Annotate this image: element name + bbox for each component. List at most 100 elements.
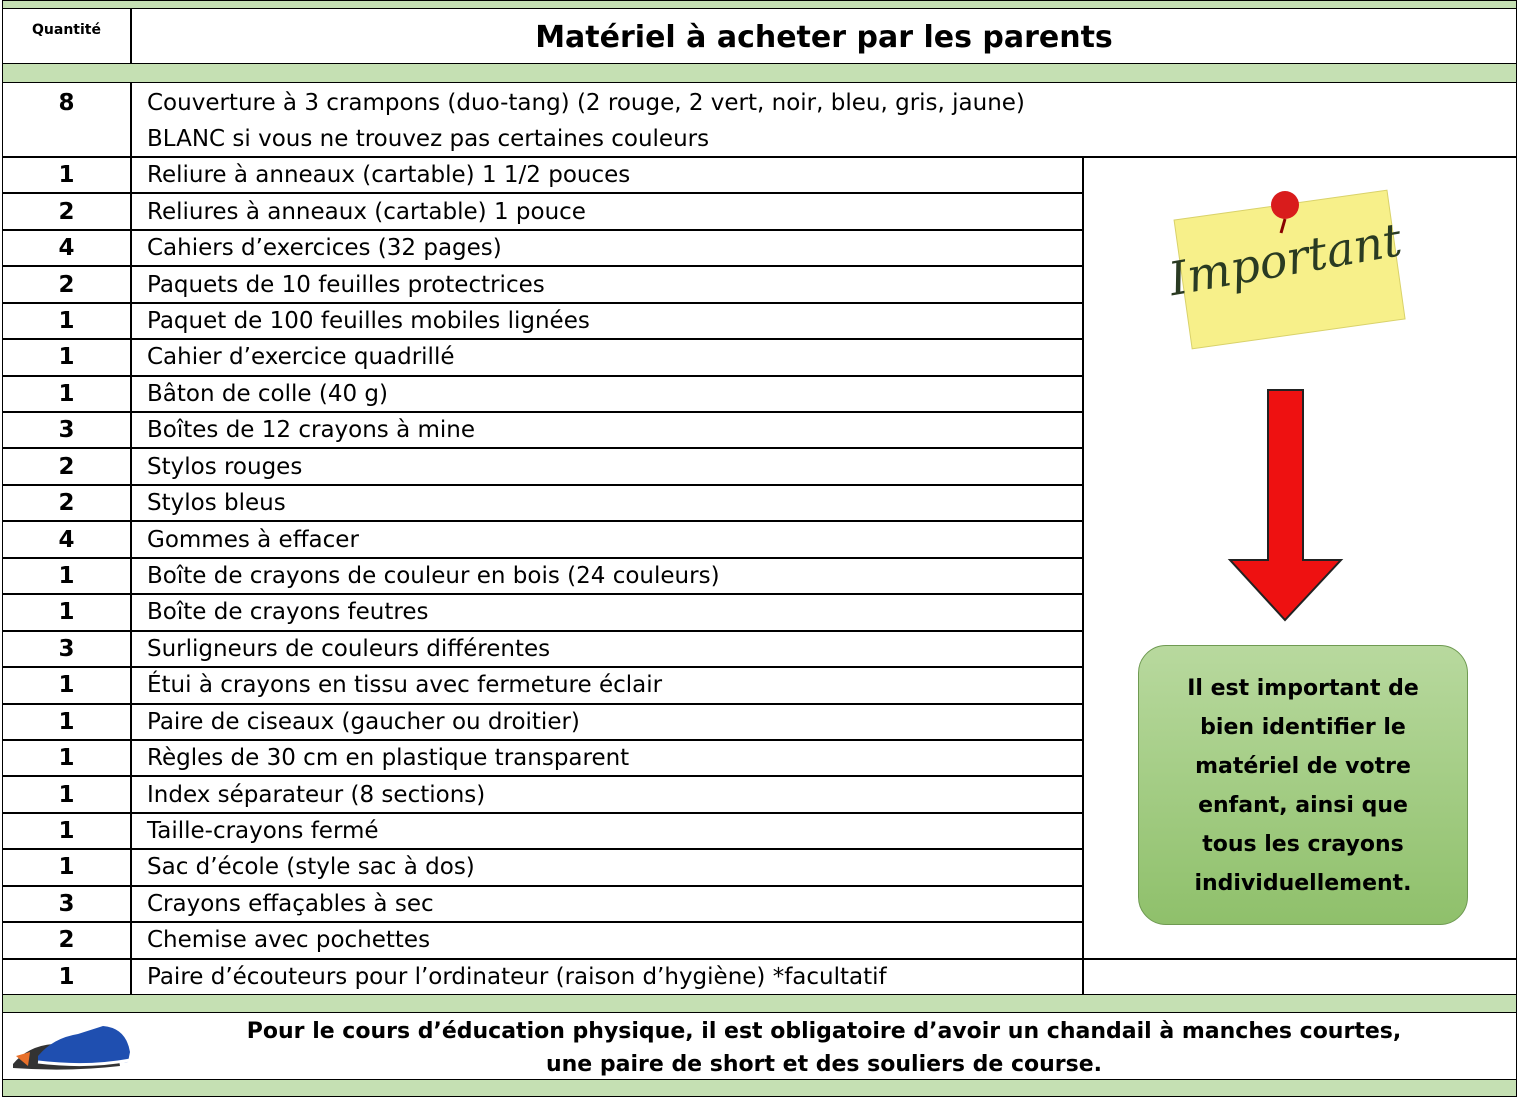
quantity: 3 bbox=[58, 417, 75, 444]
description-cell bbox=[131, 812, 1083, 850]
item-description: Règles de 30 cm en plastique transparent bbox=[147, 745, 630, 772]
quantity: 2 bbox=[58, 490, 75, 517]
qty-cell bbox=[2, 302, 131, 340]
item-description: Étui à crayons en tissu avec fermeture é… bbox=[147, 672, 663, 699]
quantity: 8 bbox=[58, 90, 75, 116]
description-cell bbox=[131, 82, 1517, 157]
quantity: 1 bbox=[58, 708, 75, 735]
quantity: 1 bbox=[58, 745, 75, 772]
note-line: enfant, ainsi que bbox=[1198, 793, 1408, 818]
qty-cell bbox=[2, 812, 131, 850]
footer-cell bbox=[2, 1012, 1517, 1080]
note-line: matériel de votre bbox=[1195, 754, 1411, 779]
item-description: BLANC si vous ne trouvez pas certaines c… bbox=[147, 126, 710, 152]
qty-cell bbox=[2, 776, 131, 813]
quantity: 3 bbox=[58, 635, 75, 662]
item-description: Boîte de crayons feutres bbox=[147, 599, 429, 626]
item-description: Boîtes de 12 crayons à mine bbox=[147, 417, 476, 444]
quantity: 1 bbox=[58, 162, 75, 189]
quantity: 1 bbox=[58, 672, 75, 699]
item-description: Cahiers d’exercices (32 pages) bbox=[147, 235, 502, 262]
item-description: Crayons effaçables à sec bbox=[147, 890, 434, 917]
description-cell bbox=[131, 412, 1083, 449]
qty-cell bbox=[2, 229, 131, 267]
qty-cell bbox=[2, 266, 131, 303]
description-cell bbox=[131, 594, 1083, 631]
qty-cell bbox=[2, 484, 131, 522]
empty-cell bbox=[1083, 958, 1517, 995]
quantity: 1 bbox=[58, 563, 75, 589]
description-cell bbox=[131, 667, 1083, 704]
item-description: Paquets de 10 feuilles protectrices bbox=[147, 271, 545, 298]
qty-cell bbox=[2, 594, 131, 631]
description-cell bbox=[131, 193, 1083, 230]
note-line: Il est important de bbox=[1187, 676, 1419, 701]
qty-cell bbox=[2, 703, 131, 740]
qty-cell bbox=[2, 412, 131, 449]
qty-cell bbox=[2, 375, 131, 413]
description-cell bbox=[131, 521, 1083, 558]
description-cell bbox=[131, 229, 1083, 267]
quantity: 4 bbox=[58, 526, 75, 553]
item-description: Couverture à 3 crampons (duo-tang) (2 ro… bbox=[147, 90, 1025, 116]
item-description: Reliure à anneaux (cartable) 1 1/2 pouce… bbox=[147, 162, 631, 189]
item-description: Index séparateur (8 sections) bbox=[147, 781, 486, 808]
quantity: 2 bbox=[58, 271, 75, 298]
note-line: individuellement. bbox=[1194, 871, 1412, 896]
quantity: 1 bbox=[58, 307, 75, 334]
qty-cell bbox=[2, 739, 131, 777]
arrow bbox=[1227, 389, 1344, 622]
quantity: 1 bbox=[58, 781, 75, 808]
item-description: Bâton de colle (40 g) bbox=[147, 380, 388, 407]
item-description: Surligneurs de couleurs différentes bbox=[147, 635, 551, 662]
quantity: 1 bbox=[58, 854, 75, 881]
quantity: 2 bbox=[58, 927, 75, 954]
item-description: Chemise avec pochettes bbox=[147, 927, 431, 954]
item-description: Paire de ciseaux (gaucher ou droitier) bbox=[147, 708, 580, 735]
item-description: Sac d’école (style sac à dos) bbox=[147, 854, 475, 881]
qty-cell bbox=[2, 885, 131, 923]
item-description: Boîte de crayons de couleur en bois (24 … bbox=[147, 563, 720, 589]
note-box bbox=[1138, 645, 1468, 925]
footer-line: Pour le cours d’éducation physique, il e… bbox=[246, 1019, 1402, 1044]
qty-cell bbox=[2, 667, 131, 704]
description-cell bbox=[131, 157, 1083, 194]
description-cell bbox=[131, 776, 1083, 813]
item-description: Paquet de 100 feuilles mobiles lignées bbox=[147, 307, 590, 334]
qty-cell bbox=[2, 448, 131, 485]
quantity: 1 bbox=[58, 599, 75, 626]
pin-needle bbox=[1279, 218, 1287, 234]
description-cell bbox=[131, 958, 1083, 995]
note-line: tous les crayons bbox=[1202, 832, 1404, 857]
qty-cell bbox=[2, 521, 131, 558]
description-cell bbox=[131, 448, 1083, 485]
qty-cell bbox=[2, 82, 131, 157]
item-description: Gommes à effacer bbox=[147, 526, 359, 553]
description-cell bbox=[131, 739, 1083, 777]
item-description: Taille-crayons fermé bbox=[147, 818, 379, 845]
qty-cell bbox=[2, 557, 131, 595]
qty-cell bbox=[2, 193, 131, 230]
description-cell bbox=[131, 302, 1083, 340]
quantity: 4 bbox=[58, 235, 75, 262]
item-description: Cahier d’exercice quadrillé bbox=[147, 344, 455, 371]
description-cell bbox=[131, 266, 1083, 303]
shoes-image bbox=[13, 1026, 131, 1070]
shoe-detail bbox=[16, 1052, 30, 1066]
description-cell bbox=[131, 557, 1083, 595]
description-cell bbox=[131, 484, 1083, 522]
quantity: 2 bbox=[58, 198, 75, 225]
note-line: bien identifier le bbox=[1200, 715, 1406, 740]
item-description: Stylos rouges bbox=[147, 453, 303, 480]
qty-cell bbox=[2, 922, 131, 959]
quantity: 1 bbox=[58, 963, 75, 990]
description-cell bbox=[131, 885, 1083, 923]
quantity: 2 bbox=[58, 453, 75, 480]
title: Matériel à acheter par les parents bbox=[535, 20, 1113, 55]
sole bbox=[37, 1058, 131, 1067]
description-cell bbox=[131, 703, 1083, 740]
illustration: Important bbox=[1164, 189, 1406, 622]
qty-cell bbox=[2, 630, 131, 668]
quantity: 1 bbox=[58, 818, 75, 845]
